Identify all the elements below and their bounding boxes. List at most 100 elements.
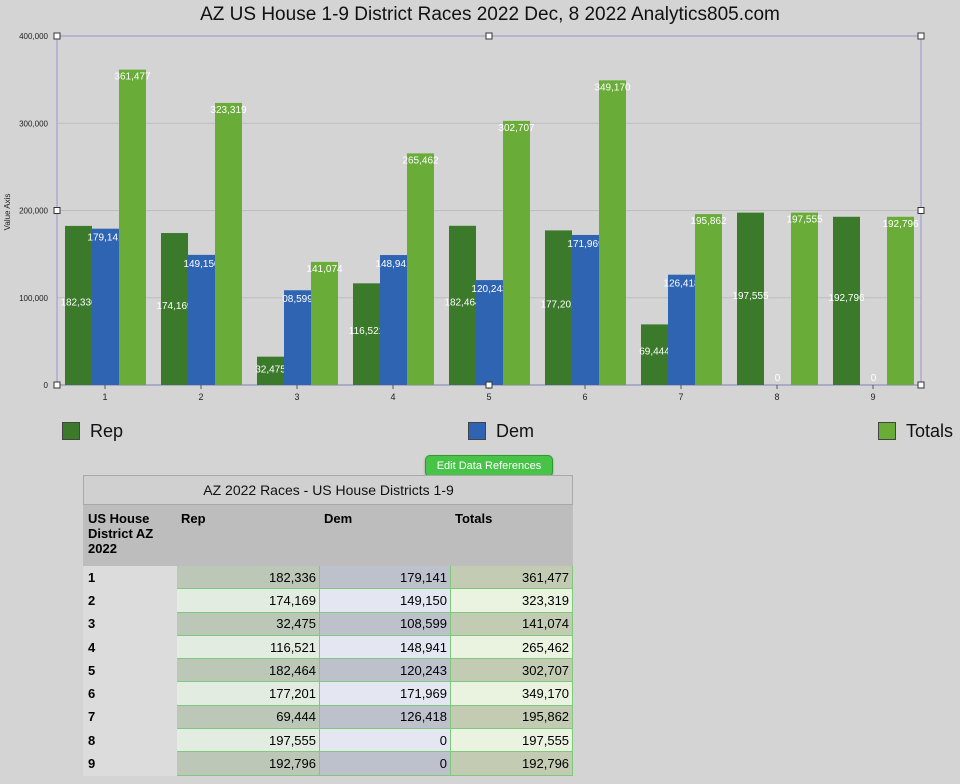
data-label-rep: 197,555 — [732, 291, 769, 302]
bar-totals — [791, 212, 818, 385]
cell-totals[interactable]: 141,074 — [449, 611, 574, 636]
cell-dem[interactable]: 179,141 — [319, 564, 451, 590]
cell-totals[interactable]: 192,796 — [449, 751, 574, 776]
header-totals[interactable]: Totals — [449, 504, 574, 566]
data-label-dem: 120,243 — [471, 284, 508, 295]
header-district[interactable]: US House District AZ 2022 — [83, 504, 177, 566]
cell-totals[interactable]: 361,477 — [449, 564, 574, 590]
cell-dem[interactable]: 108,599 — [319, 611, 451, 636]
cell-rep[interactable]: 116,521 — [176, 634, 320, 660]
cell-totals[interactable]: 195,862 — [449, 704, 574, 730]
x-tick-label: 1 — [102, 392, 107, 402]
cell-rep[interactable]: 192,796 — [176, 751, 320, 776]
cell-dem[interactable]: 148,941 — [319, 634, 451, 660]
data-label-rep: 32,475 — [255, 365, 286, 376]
x-tick-label: 6 — [582, 392, 587, 402]
cell-rep[interactable]: 182,464 — [176, 658, 320, 683]
bar-rep — [737, 212, 764, 385]
bar-totals — [599, 80, 626, 385]
table-row: 9 192,796 0 192,796 — [83, 751, 574, 776]
cell-totals[interactable]: 323,319 — [449, 588, 574, 613]
resize-handle — [917, 207, 925, 214]
bar-rep — [545, 230, 572, 385]
x-tick-label: 4 — [390, 392, 395, 402]
data-label-dem: 171,969 — [567, 239, 604, 250]
bar-totals — [311, 261, 338, 385]
legend-label-totals: Totals — [906, 420, 954, 441]
bar-totals — [503, 120, 530, 385]
data-label-totals: 349,170 — [594, 82, 631, 93]
table-header-row: US House District AZ 2022 Rep Dem Totals — [83, 504, 574, 566]
data-label-rep: 174,169 — [156, 301, 193, 312]
cell-district[interactable]: 9 — [83, 751, 177, 776]
cell-district[interactable]: 1 — [83, 564, 177, 590]
cell-totals[interactable]: 265,462 — [449, 634, 574, 660]
resize-handle — [53, 207, 61, 214]
data-label-totals: 265,462 — [402, 155, 439, 166]
data-label-totals: 195,862 — [690, 216, 727, 227]
cell-rep[interactable]: 174,169 — [176, 588, 320, 613]
bar-rep — [449, 225, 476, 385]
y-tick-label: 300,000 — [19, 119, 48, 128]
data-label-totals: 141,074 — [306, 264, 343, 275]
bar-rep — [161, 233, 188, 385]
edit-data-references-button[interactable]: Edit Data References — [425, 455, 553, 477]
data-label-dem: 148,941 — [375, 259, 412, 270]
data-label-totals: 192,796 — [882, 219, 919, 230]
cell-district[interactable]: 5 — [83, 658, 177, 683]
y-axis-label: Value Axis — [3, 194, 12, 231]
data-label-rep: 192,796 — [828, 293, 865, 304]
legend-swatch-totals — [878, 422, 896, 440]
header-dem[interactable]: Dem — [319, 504, 451, 566]
data-label-totals: 302,707 — [498, 123, 535, 134]
cell-district[interactable]: 7 — [83, 704, 177, 730]
cell-rep[interactable]: 197,555 — [176, 728, 320, 753]
cell-dem[interactable]: 149,150 — [319, 588, 451, 613]
cell-rep[interactable]: 32,475 — [176, 611, 320, 636]
cell-district[interactable]: 4 — [83, 634, 177, 660]
table-row: 8 197,555 0 197,555 — [83, 728, 574, 753]
bar-rep — [833, 216, 860, 385]
table-row: 4 116,521 148,941 265,462 — [83, 634, 574, 660]
cell-dem[interactable]: 171,969 — [319, 681, 451, 706]
cell-district[interactable]: 6 — [83, 681, 177, 706]
cell-rep[interactable]: 69,444 — [176, 704, 320, 730]
bar-totals — [695, 214, 722, 385]
data-label-rep: 177,201 — [540, 300, 577, 311]
table-row: 5 182,464 120,243 302,707 — [83, 658, 574, 683]
data-table: AZ 2022 Races - US House Districts 1-9 U… — [82, 475, 574, 776]
legend-label-rep: Rep — [90, 420, 124, 441]
x-tick-label: 9 — [870, 392, 875, 402]
cell-totals[interactable]: 302,707 — [449, 658, 574, 683]
x-tick-label: 8 — [774, 392, 779, 402]
cell-dem[interactable]: 120,243 — [319, 658, 451, 683]
x-tick-label: 3 — [294, 392, 299, 402]
cell-dem[interactable]: 0 — [319, 728, 451, 753]
cell-rep[interactable]: 182,336 — [176, 564, 320, 590]
cell-district[interactable]: 2 — [83, 588, 177, 613]
legend-item-totals: Totals — [878, 420, 953, 442]
cell-totals[interactable]: 197,555 — [449, 728, 574, 753]
cell-dem[interactable]: 126,418 — [319, 704, 451, 730]
y-tick-label: 100,000 — [19, 294, 48, 303]
header-rep[interactable]: Rep — [176, 504, 320, 566]
bar-dem — [476, 280, 503, 385]
chart-title: AZ US House 1-9 District Races 2022 Dec,… — [200, 4, 780, 25]
cell-rep[interactable]: 177,201 — [176, 681, 320, 706]
data-label-dem: 126,418 — [663, 279, 700, 290]
bar-dem — [572, 234, 599, 385]
legend-item-rep: Rep — [62, 420, 123, 442]
cell-totals[interactable]: 349,170 — [449, 681, 574, 706]
bar-totals — [119, 69, 146, 385]
table-row: 1 182,336 179,141 361,477 — [83, 564, 574, 590]
bar-chart[interactable]: 0 100,000 200,000 300,000 400,000 Value Axis 1… — [0, 0, 960, 410]
legend-label-dem: Dem — [496, 420, 535, 441]
bar-dem — [668, 274, 695, 385]
bar-dem — [92, 228, 119, 385]
legend-item-dem: Dem — [468, 420, 534, 442]
cell-district[interactable]: 8 — [83, 728, 177, 753]
cell-district[interactable]: 3 — [83, 611, 177, 636]
table-caption-row: AZ 2022 Races - US House Districts 1-9 — [82, 475, 574, 505]
legend-swatch-dem — [468, 422, 486, 440]
cell-dem[interactable]: 0 — [319, 751, 451, 776]
